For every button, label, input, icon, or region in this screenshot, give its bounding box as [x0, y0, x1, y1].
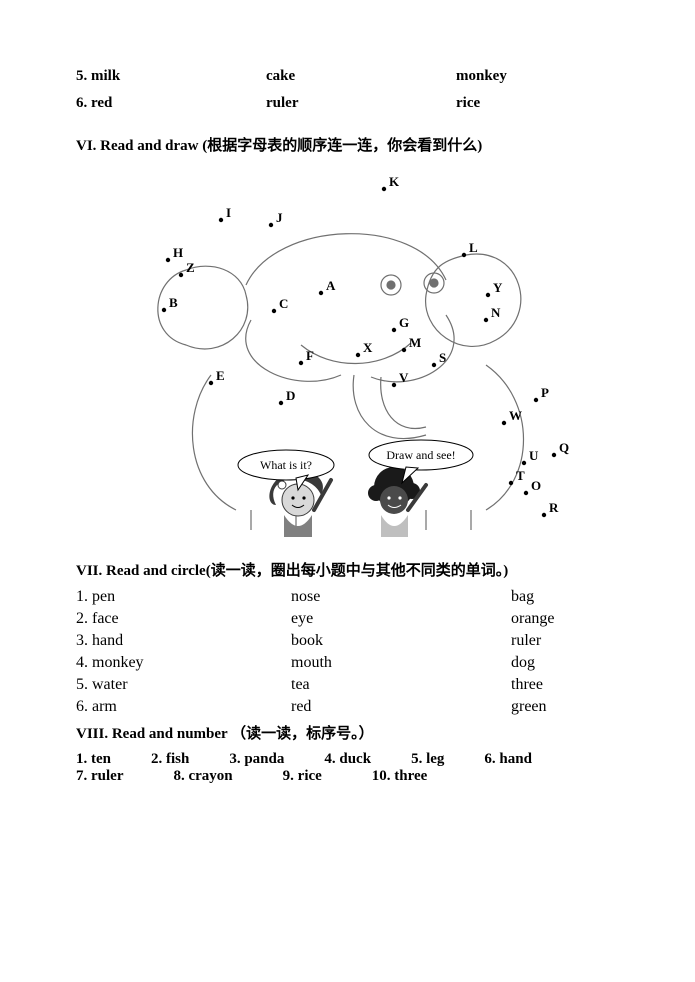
- section-6-title: VI. Read and draw (根据字母表的顺序连一连，你会看到什么): [76, 134, 623, 155]
- vii-col1: 1. pen: [76, 588, 291, 606]
- row5-col3: monkey: [456, 68, 623, 85]
- viii-item: 9. rice: [283, 768, 322, 785]
- svg-text:A: A: [326, 278, 336, 293]
- vii-col2: book: [291, 632, 511, 650]
- svg-text:K: K: [389, 174, 400, 189]
- viii-item: 1. ten: [76, 751, 111, 768]
- svg-text:I: I: [226, 205, 231, 220]
- section-7-row: 3. handbookruler: [76, 632, 623, 650]
- vii-col1: 4. monkey: [76, 654, 291, 672]
- vii-col2: tea: [291, 676, 511, 694]
- vii-col3: ruler: [511, 632, 623, 650]
- vii-col2: eye: [291, 610, 511, 628]
- vii-col1: 2. face: [76, 610, 291, 628]
- elephant-svg: A B C D E F G H I J K L M N O P Q R S TU V W X Y Z: [126, 165, 574, 537]
- section-7-row: 5. waterteathree: [76, 676, 623, 694]
- viii-item: 5. leg: [411, 751, 444, 768]
- row6-col1: 6. red: [76, 95, 266, 112]
- viii-item: 10. three: [372, 768, 428, 785]
- svg-text:U: U: [529, 448, 539, 463]
- section-7-title: VII. Read and circle(读一读，圈出每小题中与其他不同类的单词…: [76, 559, 623, 580]
- vii-col1: 6. arm: [76, 698, 291, 716]
- vii-col3: three: [511, 676, 623, 694]
- section-7-row: 2. faceeyeorange: [76, 610, 623, 628]
- svg-text:D: D: [286, 388, 295, 403]
- svg-text:G: G: [399, 315, 409, 330]
- bubble-right-text: Draw and see!: [386, 448, 455, 462]
- viii-item: 3. panda: [229, 751, 284, 768]
- viii-item: 6. hand: [484, 751, 532, 768]
- vii-col1: 5. water: [76, 676, 291, 694]
- svg-text:O: O: [531, 478, 541, 493]
- section-7-row: 4. monkeymouthdog: [76, 654, 623, 672]
- section-8-row2: 7. ruler 8. crayon 9. rice 10. three: [76, 768, 623, 785]
- svg-text:C: C: [279, 296, 288, 311]
- viii-item: 4. duck: [324, 751, 371, 768]
- viii-item: 2. fish: [151, 751, 189, 768]
- exercise-row-5: 5. milk cake monkey: [76, 68, 623, 85]
- svg-text:T: T: [516, 468, 525, 483]
- svg-text:Y: Y: [493, 280, 503, 295]
- row5-col2: cake: [266, 68, 456, 85]
- vii-col3: orange: [511, 610, 623, 628]
- section-7-row: 6. armredgreen: [76, 698, 623, 716]
- svg-text:Q: Q: [559, 440, 569, 455]
- vii-col2: nose: [291, 588, 511, 606]
- svg-text:L: L: [469, 240, 478, 255]
- svg-text:E: E: [216, 368, 225, 383]
- viii-item: 7. ruler: [76, 768, 123, 785]
- svg-text:Z: Z: [186, 260, 195, 275]
- bubble-left-text: What is it?: [260, 458, 312, 472]
- row6-col3: rice: [456, 95, 623, 112]
- svg-text:S: S: [439, 350, 446, 365]
- svg-text:V: V: [399, 370, 409, 385]
- svg-text:F: F: [306, 348, 314, 363]
- svg-text:H: H: [173, 245, 183, 260]
- section-7-rows: 1. pennosebag 2. faceeyeorange 3. handbook…: [76, 588, 623, 716]
- exercise-row-6: 6. red ruler rice: [76, 95, 623, 112]
- svg-text:X: X: [363, 340, 373, 355]
- connect-dots-figure: A B C D E F G H I J K L M N O P Q R S TU V W X Y Z: [126, 165, 574, 537]
- vii-col2: red: [291, 698, 511, 716]
- svg-text:N: N: [491, 305, 501, 320]
- viii-item: 8. crayon: [173, 768, 232, 785]
- boy-character: [368, 467, 426, 537]
- section-8-title: VIII. Read and number （读一读，标序号。）: [76, 722, 623, 743]
- row5-col1: 5. milk: [76, 68, 266, 85]
- vii-col1: 3. hand: [76, 632, 291, 650]
- vii-col3: green: [511, 698, 623, 716]
- worksheet-page: 5. milk cake monkey 6. red ruler rice VI…: [0, 0, 695, 982]
- section-7-row: 1. pennosebag: [76, 588, 623, 606]
- vii-col3: dog: [511, 654, 623, 672]
- svg-text:R: R: [549, 500, 559, 515]
- svg-text:M: M: [409, 335, 421, 350]
- svg-text:B: B: [169, 295, 178, 310]
- section-8-row1: 1. ten 2. fish 3. panda 4. duck 5. leg 6. han…: [76, 751, 623, 768]
- row6-col2: ruler: [266, 95, 456, 112]
- vii-col3: bag: [511, 588, 623, 606]
- svg-text:P: P: [541, 385, 549, 400]
- vii-col2: mouth: [291, 654, 511, 672]
- svg-text:W: W: [509, 408, 522, 423]
- svg-text:J: J: [276, 210, 283, 225]
